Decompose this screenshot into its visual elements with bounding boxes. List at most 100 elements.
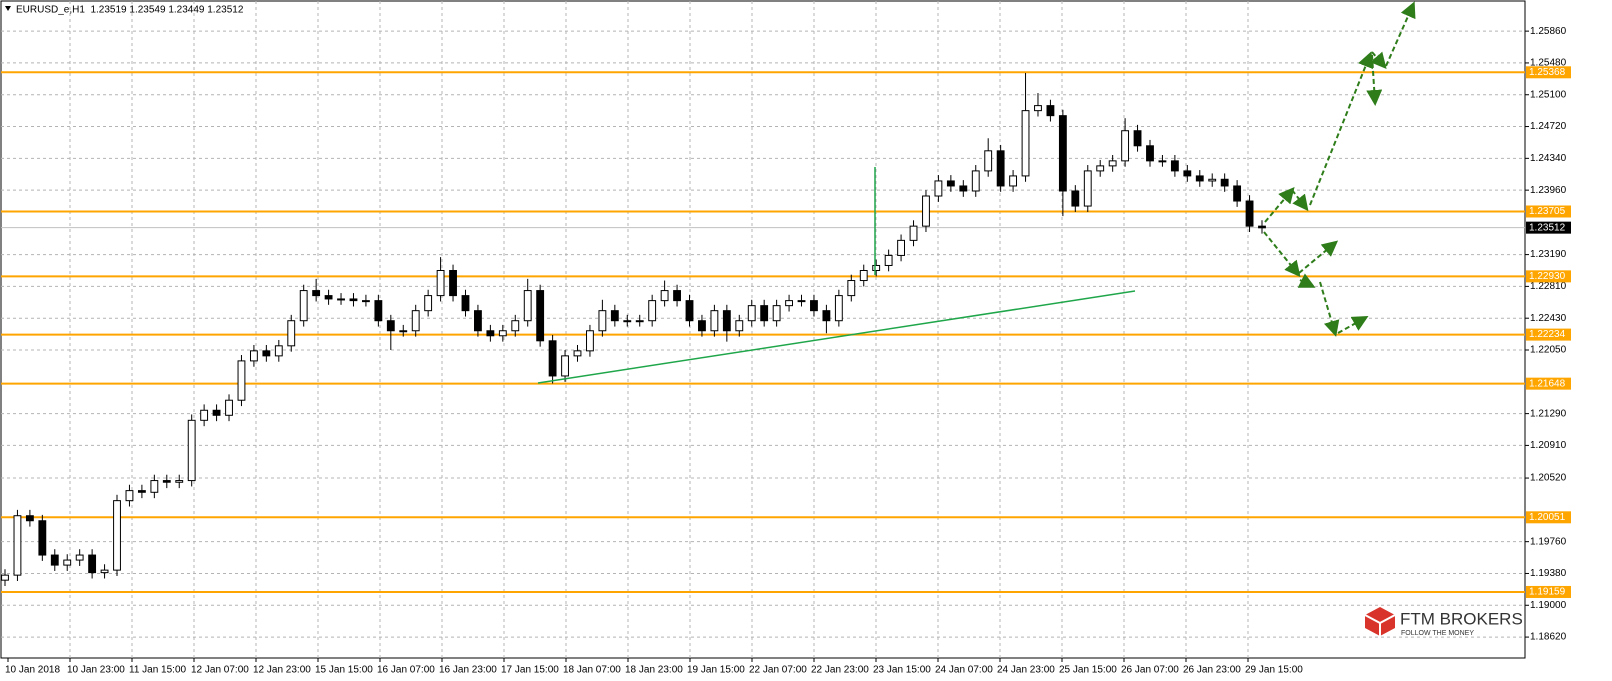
level-label-box: [1526, 66, 1571, 79]
level-label: 1.19159: [1529, 587, 1566, 598]
x-tick-label: 10 Jan 2018: [5, 665, 60, 676]
y-tick-label: 1.19760: [1530, 536, 1567, 547]
y-tick-label: 1.25860: [1530, 26, 1567, 37]
candle-body: [1121, 130, 1130, 162]
level-label-box: [1526, 328, 1571, 341]
candle-body: [1245, 200, 1254, 227]
x-tick-label: 10 Jan 23:00: [67, 665, 125, 676]
y-tick-label: 1.21290: [1530, 408, 1567, 419]
candle-body: [474, 310, 482, 332]
candle-body: [88, 554, 97, 574]
candle-body: [249, 350, 258, 362]
candle-body: [884, 254, 893, 266]
candle-body: [137, 490, 146, 493]
y-tick-label: 1.18620: [1530, 632, 1567, 643]
candle-body: [1170, 160, 1179, 172]
x-tick-label: 26 Jan 23:00: [1183, 665, 1241, 676]
candle-body: [324, 295, 333, 300]
candle-body: [971, 170, 980, 192]
forecast-arrows: [1263, 1, 1416, 337]
candle-body: [337, 298, 345, 301]
candle-body: [523, 290, 532, 322]
x-tick-label: 18 Jan 23:00: [625, 665, 683, 676]
candle-body: [1009, 175, 1018, 187]
y-tick-label: 1.23960: [1530, 185, 1567, 196]
candle-body: [872, 264, 881, 271]
candle-body: [561, 355, 569, 377]
logo-tagline: FOLLOW THE MONEY: [1401, 630, 1474, 637]
candle-body: [374, 300, 383, 322]
candle-body: [1034, 105, 1042, 112]
candle-body: [648, 300, 657, 322]
candle-body: [573, 350, 582, 357]
x-tick-label: 17 Jan 15:00: [501, 665, 559, 676]
candle-body: [810, 300, 818, 312]
last-price-label: 1.23512: [1529, 222, 1566, 233]
candle-body: [673, 290, 681, 302]
candle-body: [922, 195, 930, 227]
candle-body: [25, 515, 34, 522]
candle-body: [212, 409, 221, 416]
level-label-box: [1526, 270, 1571, 283]
candle-body: [996, 150, 1005, 187]
x-tick-label: 25 Jan 15:00: [1059, 665, 1117, 676]
candle-body: [187, 419, 196, 482]
x-tick-label: 11 Jan 15:00: [129, 665, 187, 676]
candle-body: [635, 320, 644, 323]
candle-body: [1146, 145, 1154, 162]
candle-body: [548, 340, 557, 377]
x-tick-label: 24 Jan 07:00: [935, 665, 993, 676]
candle-body: [946, 180, 955, 187]
x-tick-label: 12 Jan 23:00: [253, 665, 311, 676]
candle-body: [461, 295, 470, 312]
candle-body: [411, 310, 420, 332]
candle-body: [200, 409, 209, 421]
x-tick-label: 18 Jan 07:00: [563, 665, 621, 676]
candle-body: [349, 298, 358, 302]
candle-body: [361, 300, 370, 303]
x-tick-label: 26 Jan 07:00: [1121, 665, 1179, 676]
logo-name: FTM BROKERS: [1400, 609, 1523, 628]
y-tick-label: 1.23190: [1530, 249, 1567, 260]
candle-body: [386, 320, 395, 332]
x-tick-label: 19 Jan 15:00: [687, 665, 745, 676]
candle-body: [436, 269, 445, 297]
candle-body: [1083, 170, 1092, 207]
candle-body: [237, 360, 246, 401]
candle-body: [262, 350, 271, 357]
candle-body: [1258, 225, 1266, 229]
level-label: 1.20051: [1529, 512, 1566, 523]
y-tick-label: 1.20520: [1530, 473, 1567, 484]
candle-body: [125, 490, 134, 502]
x-tick-label: 24 Jan 23:00: [997, 665, 1055, 676]
candle-body: [1058, 115, 1067, 192]
y-tick-label: 1.25100: [1530, 89, 1567, 100]
candle-body: [909, 225, 918, 241]
level-label: 1.22930: [1529, 271, 1566, 282]
candle-body: [722, 310, 731, 332]
candle-body: [449, 269, 457, 297]
level-label: 1.22234: [1529, 329, 1566, 340]
candle-body: [1233, 185, 1242, 202]
candle-body: [747, 305, 756, 322]
candle-body: [959, 185, 968, 192]
candle-body: [486, 330, 495, 337]
y-tick-label: 1.19000: [1530, 600, 1567, 611]
y-tick-label: 1.19380: [1530, 568, 1567, 579]
candle-body: [1208, 178, 1217, 182]
candle-body: [735, 320, 744, 332]
level-label-box: [1526, 511, 1571, 524]
candle-body: [498, 330, 507, 337]
candle-body: [897, 239, 906, 256]
candle-body: [287, 320, 296, 347]
x-tick-label: 12 Jan 07:00: [191, 665, 249, 676]
y-tick-label: 1.24340: [1530, 153, 1567, 164]
candle-body: [586, 330, 594, 352]
level-label: 1.25368: [1529, 67, 1566, 78]
candle-body: [785, 300, 793, 307]
level-label-box: [1526, 377, 1571, 390]
y-tick-label: 1.22810: [1530, 281, 1567, 292]
candle-body: [797, 300, 806, 303]
menu-arrow[interactable]: [5, 6, 11, 11]
candle-body: [623, 320, 632, 323]
